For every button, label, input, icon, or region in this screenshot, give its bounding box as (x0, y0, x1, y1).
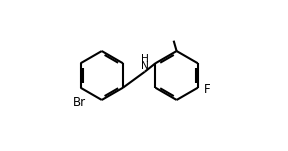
Text: H: H (141, 54, 149, 64)
Text: Br: Br (73, 96, 86, 109)
Text: F: F (204, 83, 210, 96)
Text: N: N (141, 61, 149, 71)
